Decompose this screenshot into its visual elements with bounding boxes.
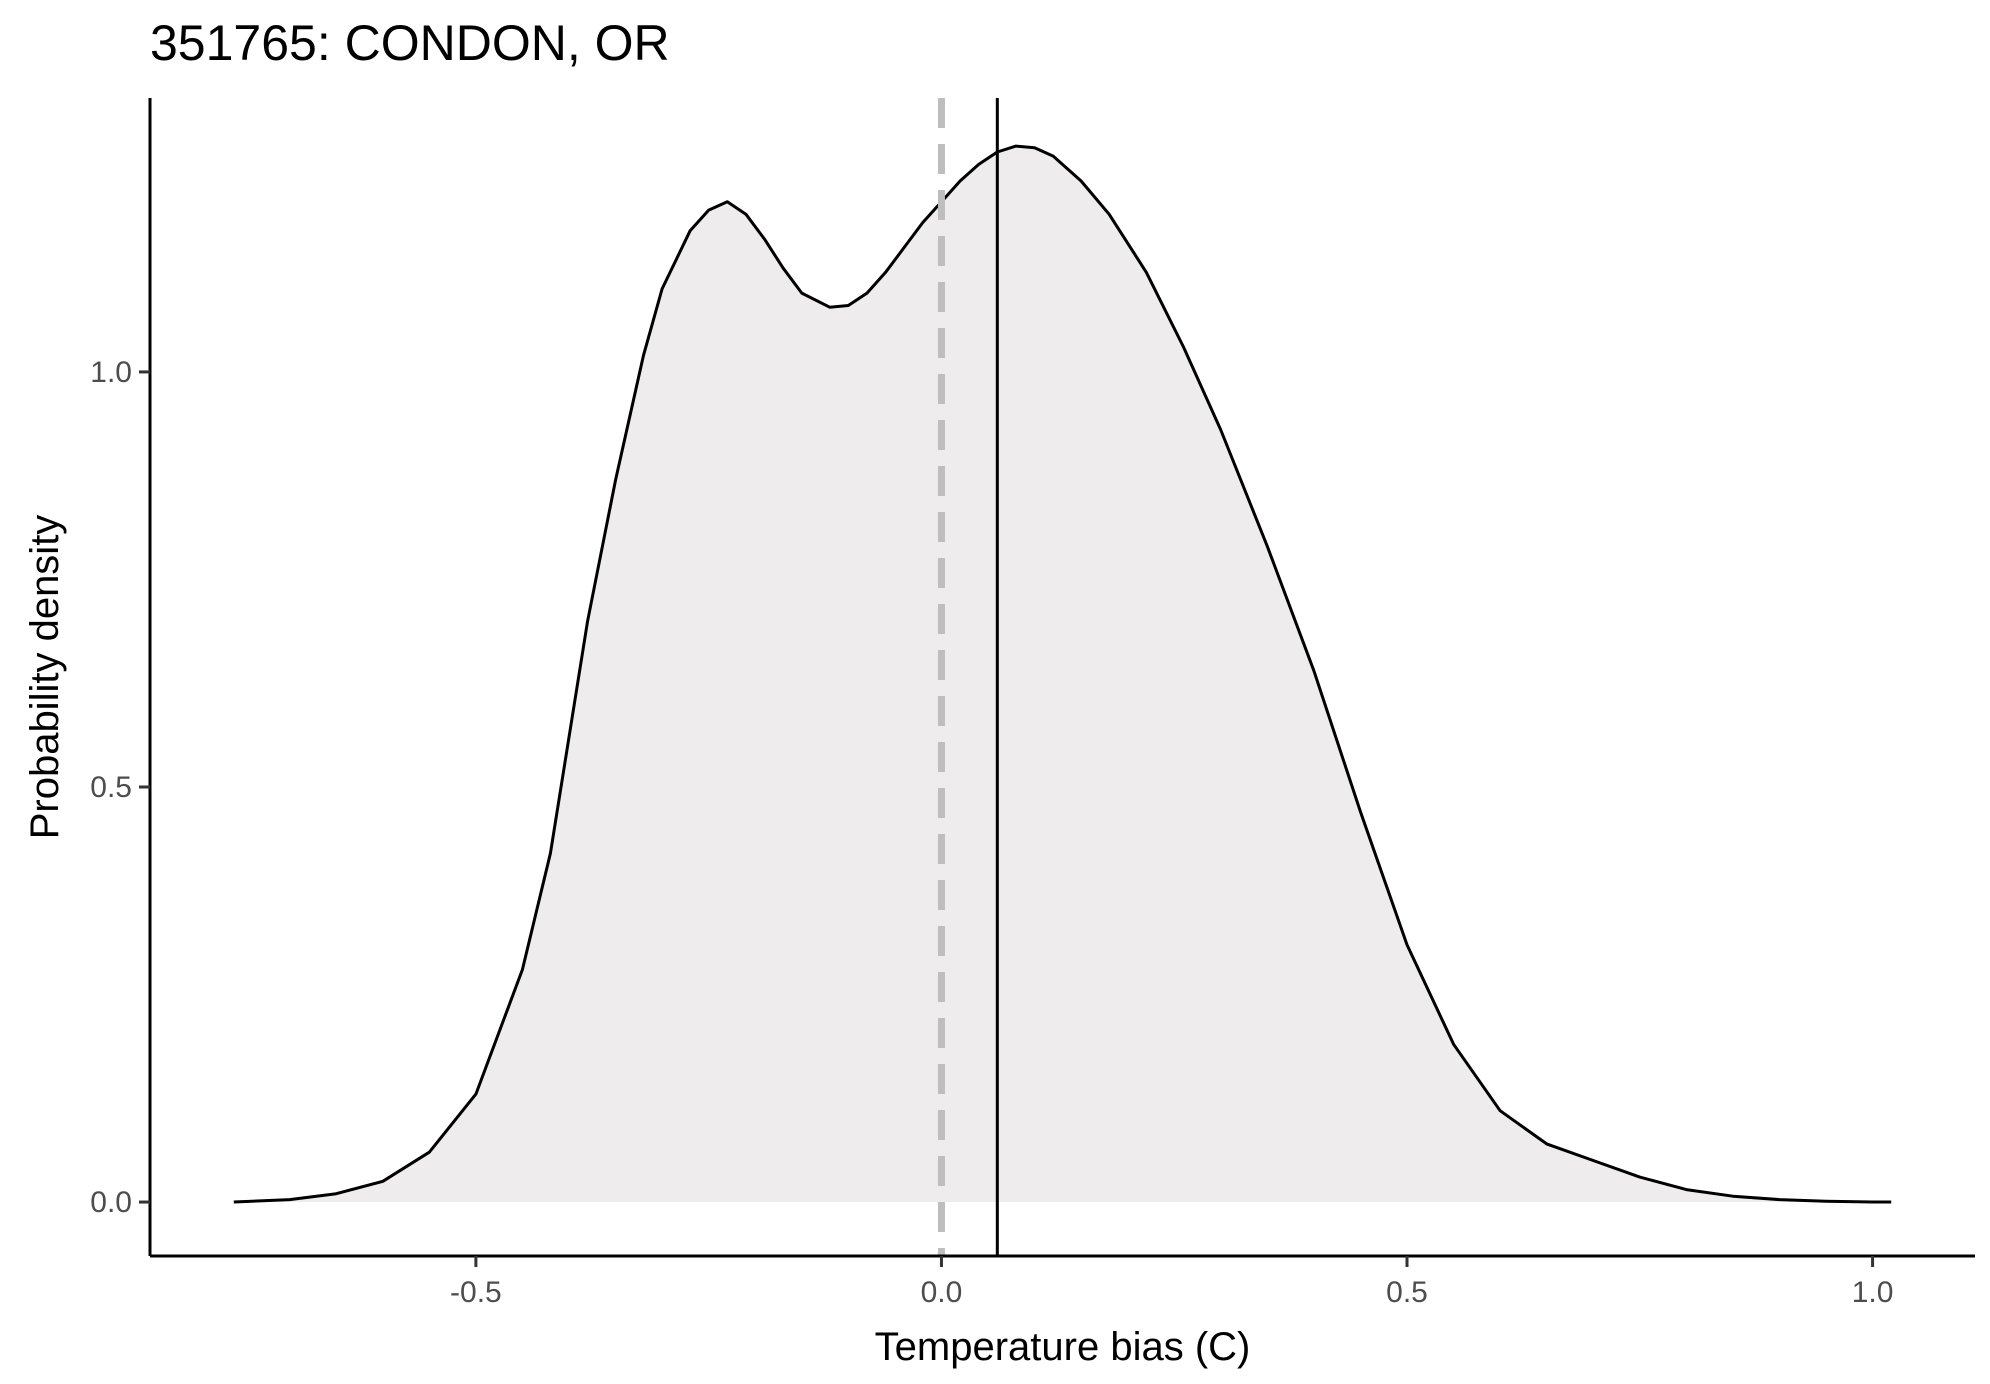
x-tick-label: 0.0 — [921, 1276, 963, 1309]
x-axis-title: Temperature bias (C) — [875, 1325, 1251, 1369]
x-tick-label: 1.0 — [1852, 1276, 1894, 1309]
chart-title: 351765: CONDON, OR — [150, 15, 670, 71]
density-area — [233, 146, 1892, 1203]
y-axis-title: Probability density — [23, 515, 67, 840]
y-tick-label: 0.0 — [90, 1186, 132, 1219]
y-tick-label: 0.5 — [90, 771, 132, 804]
x-tick-label: -0.5 — [450, 1276, 502, 1309]
x-tick-label: 0.5 — [1386, 1276, 1428, 1309]
y-tick-label: 1.0 — [90, 356, 132, 389]
